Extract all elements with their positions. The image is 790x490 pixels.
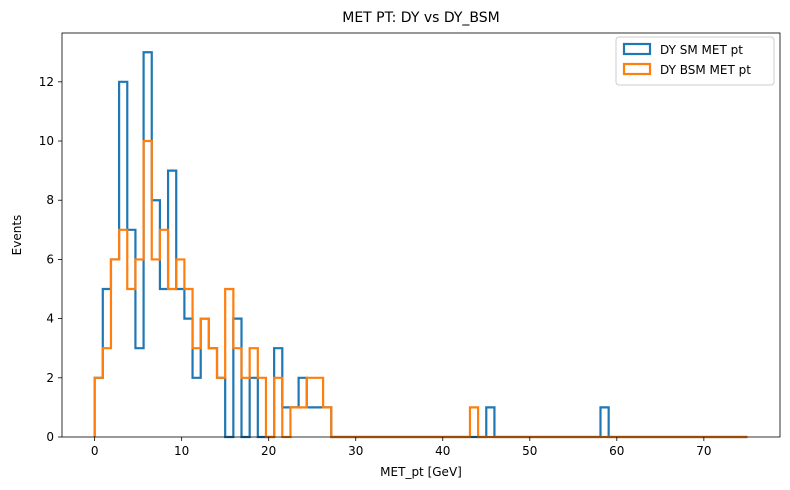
y-axis-ticks: 0 2 4 6 8 10 12 <box>39 75 62 444</box>
y-tick-label: 8 <box>46 193 54 207</box>
x-tick-label: 0 <box>91 444 99 458</box>
x-tick-label: 40 <box>435 444 450 458</box>
y-tick-label: 12 <box>39 75 54 89</box>
x-tick-label: 20 <box>261 444 276 458</box>
y-tick-label: 2 <box>46 371 54 385</box>
y-tick-label: 6 <box>46 252 54 266</box>
x-tick-label: 70 <box>696 444 711 458</box>
x-tick-label: 60 <box>609 444 624 458</box>
x-tick-label: 50 <box>522 444 537 458</box>
x-tick-label: 10 <box>174 444 189 458</box>
axes-frame <box>61 32 781 438</box>
legend-swatch <box>622 42 652 56</box>
y-tick-label: 4 <box>46 312 54 326</box>
legend-label: DY BSM MET pt <box>660 63 751 77</box>
chart-title: MET PT: DY vs DY_BSM <box>342 10 500 26</box>
y-axis-label: Events <box>10 215 24 256</box>
x-tick-label: 30 <box>348 444 363 458</box>
x-axis-ticks: 0 10 20 30 40 50 60 70 <box>91 437 711 458</box>
series-dy-bsm-step-line <box>93 139 748 439</box>
plot-area <box>93 51 748 439</box>
series-dy-sm-step-line <box>93 51 748 439</box>
y-tick-label: 0 <box>46 430 54 444</box>
legend: DY SM MET pt DY BSM MET pt <box>615 36 775 86</box>
legend-swatch <box>622 62 652 76</box>
legend-label: DY SM MET pt <box>660 43 743 57</box>
legend-box <box>615 36 775 86</box>
y-tick-label: 10 <box>39 134 54 148</box>
x-axis-label: MET_pt [GeV] <box>380 465 462 479</box>
